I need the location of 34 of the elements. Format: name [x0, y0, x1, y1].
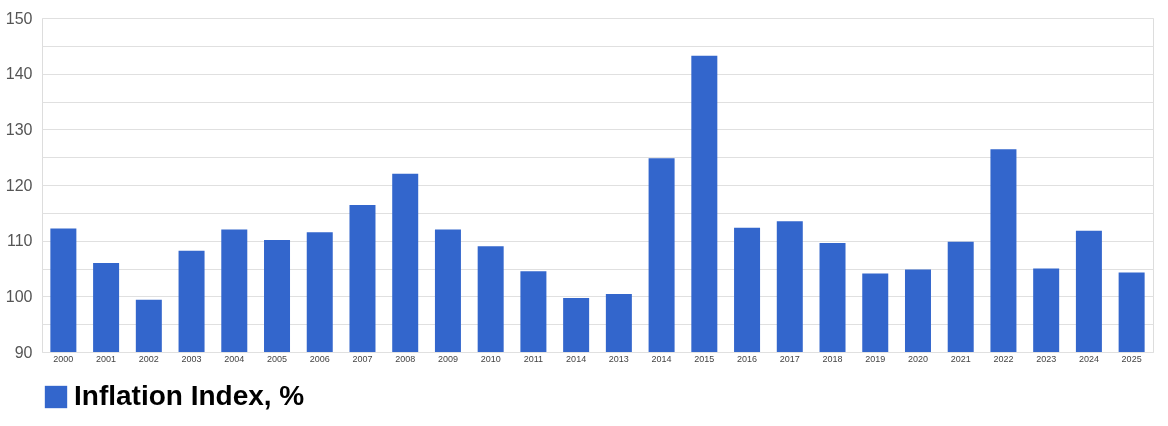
x-tick-label: 2000: [53, 353, 74, 364]
x-tick-label: 2008: [395, 353, 416, 364]
x-tick-label: 2015: [694, 353, 715, 364]
x-tick-label: 2013: [608, 353, 629, 364]
x-tick-label: 2006: [309, 353, 330, 364]
y-tick-label: 150: [5, 9, 33, 27]
x-tick-label: 2018: [822, 353, 843, 364]
y-tick-label: 130: [5, 120, 33, 138]
y-tick-label: 110: [6, 232, 33, 250]
x-tick-label: 2005: [267, 353, 288, 364]
x-tick-label: 2014: [651, 353, 672, 364]
x-tick-label: 2016: [737, 353, 758, 364]
x-tick-label: 2007: [352, 353, 373, 364]
x-tick-label: 2020: [907, 353, 928, 364]
x-tick-label: 2023: [1036, 353, 1057, 364]
x-tick-label: 2010: [480, 353, 501, 364]
x-tick-label: 2009: [437, 353, 458, 364]
x-tick-label: 2003: [181, 353, 202, 364]
x-tick-label: 2017: [779, 353, 800, 364]
x-tick-label: 2025: [1121, 353, 1142, 364]
x-tick-label: 2001: [96, 353, 117, 364]
x-tick-label: 2014: [566, 353, 587, 364]
x-tick-label: 2011: [523, 353, 544, 364]
y-tick-label: 120: [5, 176, 33, 194]
legend-label: Inflation Index, %: [74, 380, 305, 411]
y-tick-label: 140: [5, 65, 33, 83]
x-tick-label: 2002: [138, 353, 159, 364]
x-tick-label: 2021: [950, 353, 971, 364]
x-tick-label: 2004: [224, 353, 245, 364]
y-tick-label: 90: [14, 343, 33, 361]
x-tick-label: 2019: [865, 353, 886, 364]
x-tick-label: 2022: [993, 353, 1014, 364]
x-tick-label: 2024: [1078, 353, 1099, 364]
y-tick-label: 100: [5, 287, 33, 305]
